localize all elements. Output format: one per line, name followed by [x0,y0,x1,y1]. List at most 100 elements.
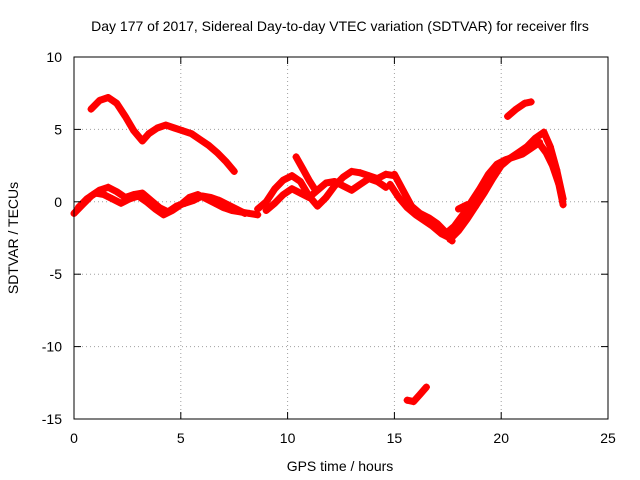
data-point [160,211,168,219]
data-point [87,105,95,113]
data-point [322,194,330,201]
data-point [296,178,304,185]
data-point [245,209,253,217]
data-point [549,162,556,170]
data-point [365,175,373,183]
x-axis-label: GPS time / hours [287,458,394,474]
data-point [536,140,544,148]
data-point [555,180,563,188]
data-point [493,160,501,168]
data-point [502,156,509,164]
series-track-fall-end-b [536,140,567,209]
chart-title: Day 177 of 2017, Sidereal Day-to-day VTE… [91,18,589,34]
series-track-upper-right [504,98,535,120]
data-point [399,186,407,194]
data-point [237,208,245,216]
data-point [546,143,554,151]
data-point [510,153,518,161]
x-tick-label: 5 [177,430,185,446]
data-point [403,204,411,212]
data-point [211,199,219,207]
data-point [446,235,454,243]
data-point [390,170,398,178]
series-track-low-16 [403,383,430,406]
series-line [442,138,544,238]
x-axis-tick-labels: 0 5 10 15 20 25 [70,430,616,446]
data-point [271,199,279,207]
series-track-spike-10-11 [292,153,319,194]
data-point [117,199,125,207]
data-point [416,390,424,398]
data-point [455,205,462,213]
data-point [331,178,339,185]
y-tick-label: -15 [42,411,62,427]
data-point [489,175,497,183]
data-point [151,205,159,213]
plot-frame [73,56,609,420]
data-point [179,127,187,135]
series-line [386,180,454,242]
data-point [288,172,296,180]
data-point [113,188,121,196]
data-point [356,180,364,188]
data-point [153,124,161,132]
data-point [314,202,321,210]
data-point [74,204,82,212]
data-point [386,180,394,188]
data-point [463,215,471,223]
data-point [177,201,185,209]
data-point [126,195,133,203]
data-point [288,185,296,193]
data-point [382,170,390,178]
data-point [205,141,213,149]
grid [74,57,608,419]
data-point [339,173,347,181]
y-tick-label: 0 [54,194,62,210]
data-point [188,130,195,138]
x-tick-label: 0 [70,430,78,446]
data-point [420,217,428,225]
data-point [100,191,108,199]
data-point [412,211,420,219]
data-point [463,201,471,209]
series-track-bump-18 [455,201,480,213]
data-point [194,191,202,199]
series-line [446,128,548,243]
y-tick-label: -10 [42,339,62,355]
data-point [170,124,178,132]
data-point [542,149,550,157]
data-point [339,182,347,190]
data-point [540,128,548,136]
data-point [262,198,270,206]
data-point [134,192,142,200]
data-point [138,137,146,145]
data-point [519,150,527,158]
data-point [121,112,129,120]
data-point [96,96,104,104]
data-point [356,169,364,177]
axis-ticks [73,56,609,420]
data-point [348,167,356,175]
data-point [262,207,270,214]
data-point [373,178,381,185]
data-point [472,202,480,210]
data-point [521,99,529,107]
data-point [395,194,403,201]
data-point [228,207,236,214]
data-point [91,189,99,197]
series-track-upper-left [87,94,238,175]
data-point [459,211,467,219]
data-point [311,186,319,194]
data-point [512,105,520,113]
data-point [108,195,116,203]
data-point [162,121,170,129]
data-point [422,383,430,391]
data-point [410,398,418,406]
y-axis-label: SDTVAR / TECUs [5,182,21,294]
series-line [292,153,319,194]
data-point [480,189,488,197]
data-point [531,134,539,142]
series-line [74,189,262,219]
data-point [527,144,535,152]
